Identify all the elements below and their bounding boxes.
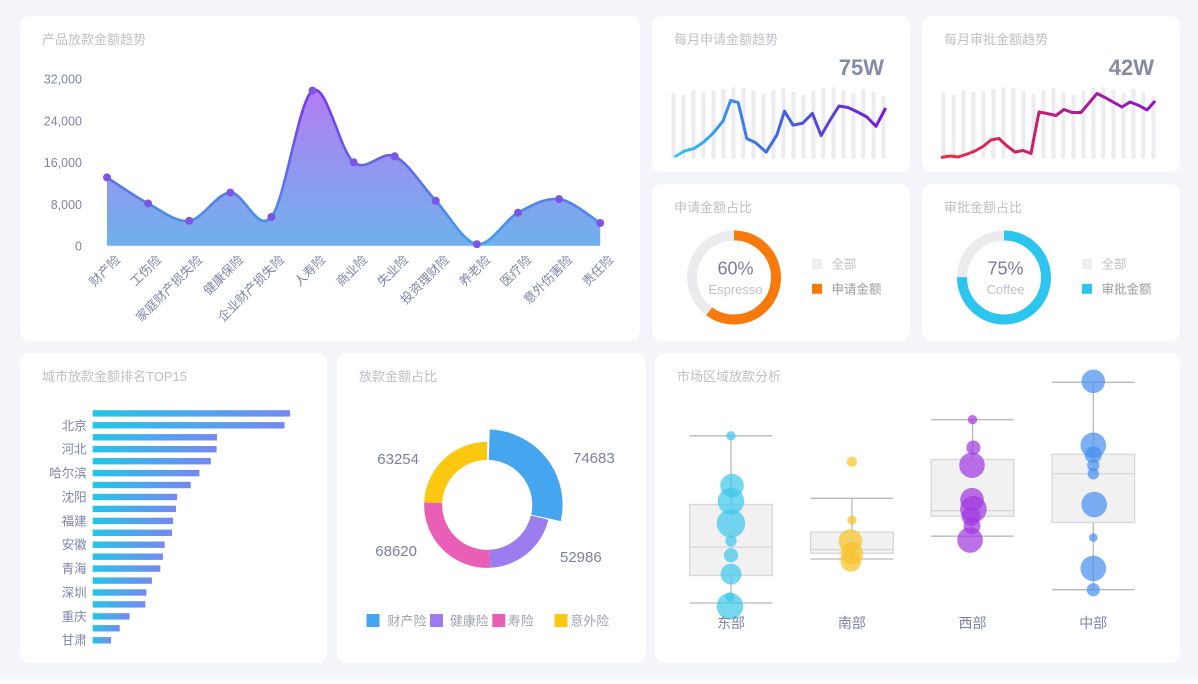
svg-text:74683: 74683 [573,450,615,467]
svg-text:北京: 北京 [62,419,87,433]
svg-text:申请金额: 申请金额 [832,281,883,296]
svg-text:青海: 青海 [62,561,88,576]
svg-text:意外险: 意外险 [570,614,609,629]
svg-text:河北: 河北 [62,443,88,457]
svg-text:审批金额: 审批金额 [1102,281,1153,296]
svg-text:哈尔滨: 哈尔滨 [49,466,87,481]
svg-text:甘肃: 甘肃 [62,634,87,648]
svg-text:医疗险: 医疗险 [497,252,534,289]
svg-text:16,000: 16,000 [44,156,82,170]
svg-text:财产险: 财产险 [388,614,427,629]
svg-text:人寿险: 人寿险 [291,252,328,289]
svg-text:Espresso: Espresso [708,282,762,297]
svg-text:全部: 全部 [1102,256,1127,271]
svg-text:24,000: 24,000 [44,114,82,128]
svg-text:安徽: 安徽 [62,537,88,552]
svg-text:重庆: 重庆 [62,609,88,624]
svg-text:财产险: 财产险 [86,252,123,289]
svg-text:工伤险: 工伤险 [127,252,164,289]
svg-text:60%: 60% [717,259,753,279]
svg-text:养老险: 养老险 [456,252,493,289]
svg-text:32,000: 32,000 [44,73,82,87]
svg-text:63254: 63254 [377,451,419,468]
svg-text:失业险: 失业险 [374,252,411,289]
svg-text:寿险: 寿险 [508,614,534,629]
svg-text:全部: 全部 [832,256,857,271]
svg-text:福建: 福建 [62,513,88,528]
svg-text:健康险: 健康险 [450,614,489,629]
svg-text:68620: 68620 [375,543,417,560]
svg-text:深圳: 深圳 [62,586,87,600]
svg-text:Coffee: Coffee [986,282,1024,297]
svg-text:商业险: 商业险 [333,252,370,289]
svg-text:75%: 75% [987,259,1023,279]
svg-text:中部: 中部 [1079,615,1107,631]
svg-text:沈阳: 沈阳 [62,489,87,504]
svg-text:南部: 南部 [838,615,866,631]
svg-text:0: 0 [75,240,82,254]
svg-text:东部: 东部 [717,615,745,631]
svg-text:8,000: 8,000 [51,198,82,212]
svg-text:西部: 西部 [959,615,987,631]
svg-text:52986: 52986 [560,549,602,566]
svg-text:责任险: 责任险 [579,252,616,289]
